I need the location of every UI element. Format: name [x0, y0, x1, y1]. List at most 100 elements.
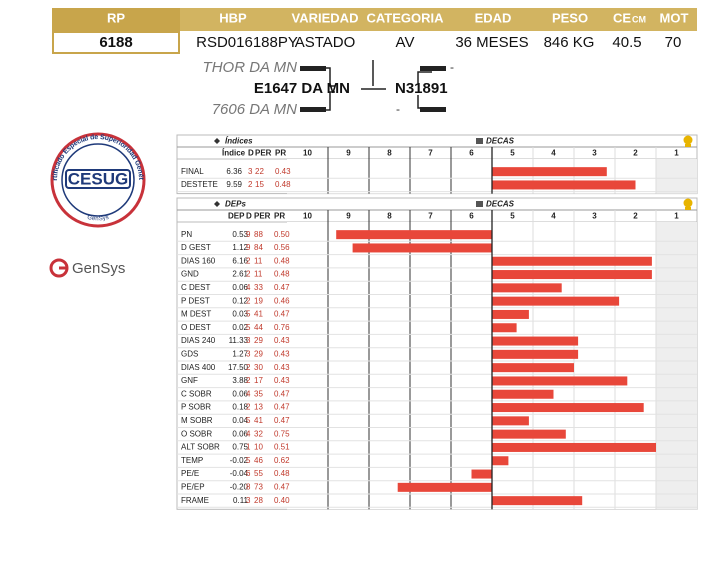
row-value: 0.75 — [232, 443, 248, 452]
header-label: MOT — [660, 10, 689, 25]
row-precision: 0.40 — [274, 496, 290, 505]
row-deca: 3 — [246, 336, 251, 345]
row-deca: 5 — [246, 456, 251, 465]
percentile-bar — [492, 442, 656, 452]
row-value: -0.02 — [230, 456, 249, 465]
percentile-bar — [492, 270, 652, 280]
row-percentile: 29 — [254, 349, 263, 358]
deca-tick-label: 2 — [633, 212, 638, 221]
deca-tick-label: 3 — [592, 149, 597, 158]
row-deca: 6 — [246, 469, 251, 478]
percentile-bar — [336, 230, 492, 240]
row-percentile: 11 — [254, 270, 263, 279]
row-deca: 4 — [246, 389, 251, 398]
deca-tick-label: 4 — [551, 212, 556, 221]
trophy-base — [685, 144, 691, 147]
row-deca: 2 — [246, 376, 251, 385]
cesug-text: CESUG — [68, 169, 128, 188]
percentile-bar — [492, 256, 652, 266]
header-value: 36 MESES — [455, 34, 528, 51]
percentile-bar — [492, 167, 607, 177]
percentile-bar — [492, 456, 509, 466]
header-value: 70 — [665, 34, 682, 51]
deca-tick-label: 8 — [387, 149, 392, 158]
percentile-bar — [492, 376, 628, 386]
row-precision: 0.48 — [275, 180, 291, 189]
row-deca: 2 — [246, 256, 251, 265]
column-header: DEP — [228, 212, 245, 221]
deca-tick-label: 1 — [674, 149, 679, 158]
row-deca: 9 — [246, 243, 251, 252]
row-name: GNF — [181, 376, 198, 385]
header-label: HBP — [219, 10, 247, 25]
row-deca: 5 — [246, 310, 251, 319]
percentile-bar — [492, 496, 583, 506]
trophy-icon — [683, 198, 693, 208]
row-precision: 0.56 — [274, 243, 290, 252]
row-percentile: 11 — [254, 256, 263, 265]
row-precision: 0.43 — [274, 363, 290, 372]
row-value: 6.36 — [226, 167, 242, 176]
row-precision: 0.43 — [274, 376, 290, 385]
deca-tick-label: 10 — [303, 212, 312, 221]
top-deca-bg — [656, 159, 697, 194]
row-name: C SOBR — [181, 389, 212, 398]
row-name: O DEST — [181, 323, 211, 332]
row-percentile: 35 — [254, 389, 263, 398]
row-deca: 2 — [246, 296, 251, 305]
row-name: M DEST — [181, 310, 211, 319]
row-percentile: 22 — [255, 167, 264, 176]
rp-header-cell — [52, 8, 180, 31]
decas-title: DECAS — [486, 200, 515, 209]
header-value: ASTADO — [295, 34, 356, 51]
header-value: AV — [396, 34, 415, 51]
pedigree-dam-sire: - — [450, 60, 454, 74]
header-label: RP — [107, 10, 125, 25]
row-precision: 0.48 — [274, 469, 290, 478]
row-value: 0.18 — [232, 403, 248, 412]
row-deca: 5 — [246, 323, 251, 332]
row-precision: 0.43 — [274, 336, 290, 345]
decas-icon — [476, 201, 483, 207]
row-name: GND — [181, 270, 199, 279]
row-name: GDS — [181, 349, 198, 358]
row-value: 0.02 — [232, 323, 248, 332]
row-name: FINAL — [181, 167, 204, 176]
row-precision: 0.47 — [274, 310, 290, 319]
row-name: DIAS 240 — [181, 336, 216, 345]
decas-title: DECAS — [486, 137, 515, 146]
row-value: 1.12 — [232, 243, 248, 252]
column-header: PR — [275, 149, 286, 158]
deca-tick-label: 2 — [633, 149, 638, 158]
deca-tick-label: 7 — [428, 149, 433, 158]
percentile-bar — [492, 283, 562, 293]
row-percentile: 28 — [254, 496, 263, 505]
row-value: 0.53 — [232, 230, 248, 239]
row-deca: 2 — [246, 270, 251, 279]
row-value: -0.20 — [230, 482, 249, 491]
row-precision: 0.47 — [274, 482, 290, 491]
deca-tick-label: 5 — [510, 212, 515, 221]
row-precision: 0.51 — [274, 443, 290, 452]
header-value: RSD016188PY — [196, 34, 298, 51]
row-name: ALT SOBR — [181, 443, 220, 452]
percentile-bar — [492, 309, 529, 319]
deca-tick-label: 9 — [346, 149, 351, 158]
percentile-bar — [492, 363, 574, 373]
percentile-bar — [492, 296, 620, 306]
column-header: D — [246, 212, 252, 221]
header-value: 40.5 — [612, 34, 641, 51]
header-label: VARIEDAD — [292, 10, 359, 25]
row-value: 0.06 — [232, 389, 248, 398]
title-icon — [214, 201, 220, 207]
header-label: EDAD — [475, 10, 512, 25]
row-deca: 5 — [246, 416, 251, 425]
pedigree-dam: N31891 — [395, 80, 448, 97]
row-percentile: 44 — [254, 323, 263, 332]
row-value: -0.04 — [230, 469, 249, 478]
header-label: PESO — [552, 10, 588, 25]
percentile-bar — [492, 336, 579, 346]
deca-tick-label: 9 — [346, 212, 351, 221]
row-percentile: 32 — [254, 429, 263, 438]
